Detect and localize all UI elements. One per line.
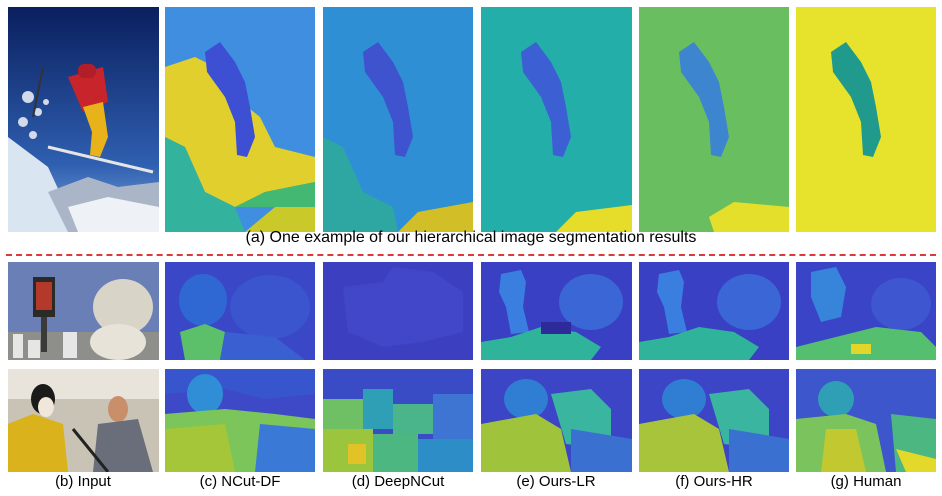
column-label-ncut-df: (c) NCut-DF: [199, 473, 281, 490]
column-label-human: (g) Human: [830, 473, 902, 490]
caption-hierarchical-results: (a) One example of our hierarchical imag…: [245, 229, 697, 246]
segmentation-ncut-df-geisha: [165, 369, 315, 472]
segmentation-human-geisha: [796, 369, 936, 472]
segmentation-human-skier: [796, 7, 936, 232]
segmentation-deepncut-skier: [323, 7, 473, 232]
segmentation-ncut-df-skier: [165, 7, 315, 232]
dashed-divider: [6, 254, 936, 256]
segmentation-ours-hr-lantern: [639, 262, 789, 360]
segmentation-ours-lr-skier: [481, 7, 632, 232]
segmentation-deepncut-lantern: [323, 262, 473, 360]
segmentation-ncut-df-lantern: [165, 262, 315, 360]
input-photo-geisha: [8, 369, 159, 472]
column-label-deepncut: (d) DeepNCut: [351, 473, 445, 490]
input-photo-skier: [8, 7, 159, 232]
segmentation-human-lantern: [796, 262, 936, 360]
segmentation-ours-hr-geisha: [639, 369, 789, 472]
column-label-ours-hr: (f) Ours-HR: [675, 473, 753, 490]
segmentation-ours-lr-lantern: [481, 262, 632, 360]
segmentation-deepncut-geisha: [323, 369, 473, 472]
column-label-input: (b) Input: [55, 473, 111, 490]
segmentation-ours-hr-skier: [639, 7, 789, 232]
column-label-ours-lr: (e) Ours-LR: [516, 473, 596, 490]
input-photo-lantern: [8, 262, 159, 360]
segmentation-ours-lr-geisha: [481, 369, 632, 472]
